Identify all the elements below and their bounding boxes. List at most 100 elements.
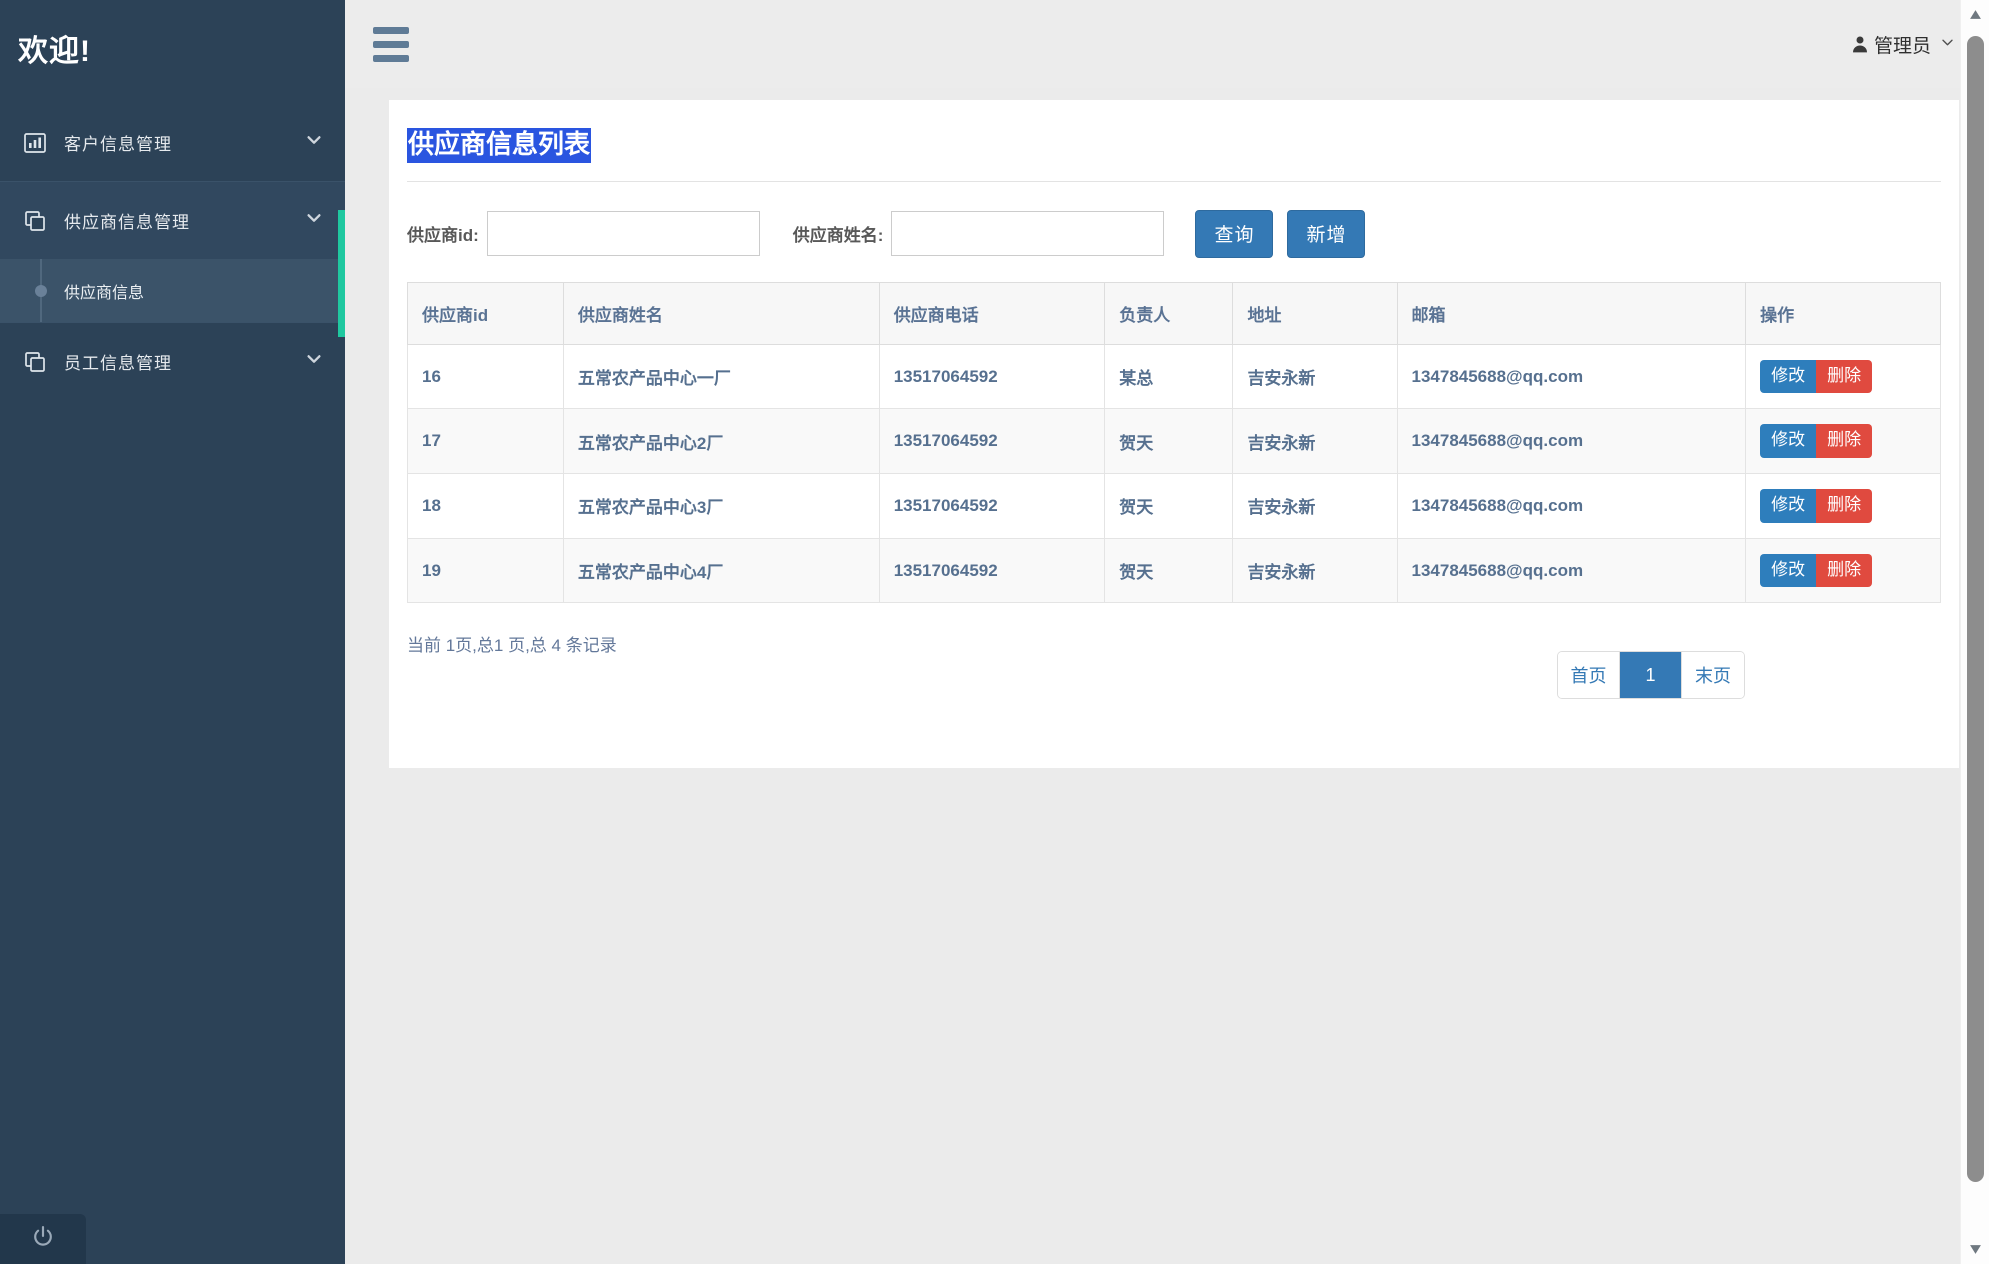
sidebar-item-employee-management[interactable]: 员工信息管理 (0, 323, 345, 400)
column-header-email: 邮箱 (1396, 282, 1747, 345)
column-header-operations: 操作 (1745, 282, 1941, 345)
cell-supplier-phone: 13517064592 (878, 343, 1106, 410)
cell-supplier-name: 五常农产品中心2厂 (562, 408, 880, 475)
query-button[interactable]: 查询 (1195, 209, 1274, 258)
row-action-group: 修改 删除 (1760, 424, 1873, 459)
hamburger-bar (373, 40, 409, 48)
user-icon (1850, 34, 1870, 54)
cell-supplier-phone: 13517064592 (878, 537, 1106, 604)
column-header-owner: 负责人 (1104, 282, 1234, 345)
delete-button[interactable]: 删除 (1816, 553, 1873, 588)
edit-button[interactable]: 修改 (1760, 424, 1817, 459)
supplier-table-wrap: 供应商id 供应商姓名 供应商电话 负责人 地址 邮箱 操作 16 五常农产品中心… (389, 258, 1959, 604)
edit-button[interactable]: 修改 (1760, 553, 1817, 588)
cell-supplier-id: 18 (407, 473, 564, 539)
scroll-up-arrow-icon[interactable] (1961, 0, 1989, 29)
record-count-info: 当前 1页,总1 页,总 4 条记录 (407, 636, 617, 656)
sidebar-item-label: 供应商信息管理 (64, 213, 190, 232)
sidebar-item-label: 客户信息管理 (64, 135, 172, 154)
chevron-down-icon (305, 350, 323, 373)
main-content: 管理员 供应商信息列表 供应商id: 供应商姓名: 查询 新增 (345, 0, 1989, 1264)
sidebar-submenu-supplier: 供应商信息 (0, 259, 345, 322)
table-row: 18 五常农产品中心3厂 13517064592 贺天 吉安永新 1347845688@q… (407, 473, 1941, 539)
active-section-accent-bar (338, 210, 345, 337)
table-header-row: 供应商id 供应商姓名 供应商电话 负责人 地址 邮箱 操作 (407, 282, 1941, 345)
cell-owner: 贺天 (1104, 537, 1234, 604)
page-title: 供应商信息列表 (407, 128, 592, 163)
cell-supplier-name: 五常农产品中心3厂 (562, 473, 880, 539)
add-button[interactable]: 新增 (1287, 209, 1366, 258)
supplier-id-input[interactable] (486, 211, 760, 257)
pagination-link[interactable]: 首页 (1558, 652, 1620, 699)
pagination-link[interactable]: 末页 (1682, 652, 1744, 699)
edit-button[interactable]: 修改 (1760, 359, 1817, 394)
cell-owner: 贺天 (1104, 408, 1234, 475)
column-header-supplier-phone: 供应商电话 (878, 282, 1106, 345)
nav-group-supplier: 供应商信息管理 供应商信息 (0, 181, 345, 322)
sidebar-item-supplier-info[interactable]: 供应商信息 (0, 259, 345, 322)
vertical-scrollbar[interactable] (1960, 0, 1989, 1264)
cell-owner: 某总 (1104, 343, 1234, 410)
row-action-group: 修改 删除 (1760, 553, 1873, 588)
cell-supplier-id: 19 (407, 537, 564, 604)
row-action-group: 修改 删除 (1760, 359, 1873, 394)
cell-operations: 修改 删除 (1745, 537, 1941, 604)
cell-email: 1347845688@qq.com (1396, 473, 1747, 539)
table-footer: 当前 1页,总1 页,总 4 条记录 首页 1 末页 (389, 603, 1959, 723)
delete-button[interactable]: 删除 (1816, 424, 1873, 459)
edit-button[interactable]: 修改 (1760, 489, 1817, 523)
cell-supplier-name: 五常农产品中心一厂 (562, 343, 880, 410)
cell-email: 1347845688@qq.com (1396, 343, 1747, 410)
search-form: 供应商id: 供应商姓名: 查询 新增 (389, 182, 1959, 258)
hamburger-icon[interactable] (369, 23, 415, 65)
power-button[interactable] (0, 1214, 86, 1264)
chevron-down-icon (305, 131, 323, 154)
cell-email: 1347845688@qq.com (1396, 408, 1747, 475)
scrollbar-thumb[interactable] (1967, 36, 1984, 1182)
cell-address: 吉安永新 (1232, 343, 1398, 410)
table-body: 16 五常农产品中心一厂 13517064592 某总 吉安永新 1347845688@q… (407, 343, 1941, 604)
nav-group-customer: 客户信息管理 (0, 104, 345, 181)
cell-supplier-name: 五常农产品中心4厂 (562, 537, 880, 604)
cell-supplier-id: 17 (407, 408, 564, 475)
topbar: 管理员 (345, 0, 1989, 88)
bar-chart-icon (22, 130, 48, 156)
supplier-id-label: 供应商id: (407, 226, 479, 246)
hamburger-bar (373, 26, 409, 34)
cell-operations: 修改 删除 (1745, 343, 1941, 410)
supplier-table: 供应商id 供应商姓名 供应商电话 负责人 地址 邮箱 操作 16 五常农产品中心… (407, 281, 1941, 604)
chevron-down-icon (305, 209, 323, 232)
sidebar-item-customer-management[interactable]: 客户信息管理 (0, 104, 345, 181)
cell-operations: 修改 删除 (1745, 473, 1941, 539)
row-action-group: 修改 删除 (1760, 489, 1873, 523)
table-row: 17 五常农产品中心2厂 13517064592 贺天 吉安永新 1347845688@q… (407, 408, 1941, 475)
hamburger-bar (373, 54, 409, 62)
sidebar-subitem-label: 供应商信息 (64, 284, 145, 302)
pagination-link[interactable]: 1 (1620, 652, 1682, 699)
delete-button[interactable]: 删除 (1816, 489, 1873, 523)
nav-group-employee: 员工信息管理 (0, 322, 345, 400)
supplier-list-panel: 供应商信息列表 供应商id: 供应商姓名: 查询 新增 供应商id 供应商姓名 (389, 100, 1959, 768)
delete-button[interactable]: 删除 (1816, 359, 1873, 394)
table-head: 供应商id 供应商姓名 供应商电话 负责人 地址 邮箱 操作 (407, 282, 1941, 345)
user-menu[interactable]: 管理员 (1850, 31, 1959, 58)
column-header-address: 地址 (1232, 282, 1398, 345)
panel-title-wrap: 供应商信息列表 (389, 100, 1959, 163)
welcome-text: 欢迎! (18, 35, 91, 68)
cell-supplier-phone: 13517064592 (878, 408, 1106, 475)
scroll-down-arrow-icon[interactable] (1961, 1235, 1989, 1264)
user-menu-label: 管理员 (1873, 35, 1931, 57)
supplier-name-label: 供应商姓名: (792, 226, 884, 246)
column-header-supplier-name: 供应商姓名 (562, 282, 880, 345)
cell-address: 吉安永新 (1232, 537, 1398, 604)
power-icon (30, 1224, 56, 1255)
cell-owner: 贺天 (1104, 473, 1234, 539)
supplier-name-input[interactable] (891, 211, 1165, 257)
panel-divider (407, 180, 1941, 182)
sidebar-welcome-header: 欢迎! (0, 0, 345, 104)
sidebar-item-supplier-management[interactable]: 供应商信息管理 (0, 182, 345, 259)
cell-address: 吉安永新 (1232, 408, 1398, 475)
cell-supplier-phone: 13517064592 (878, 473, 1106, 539)
chevron-down-icon (1940, 35, 1955, 53)
